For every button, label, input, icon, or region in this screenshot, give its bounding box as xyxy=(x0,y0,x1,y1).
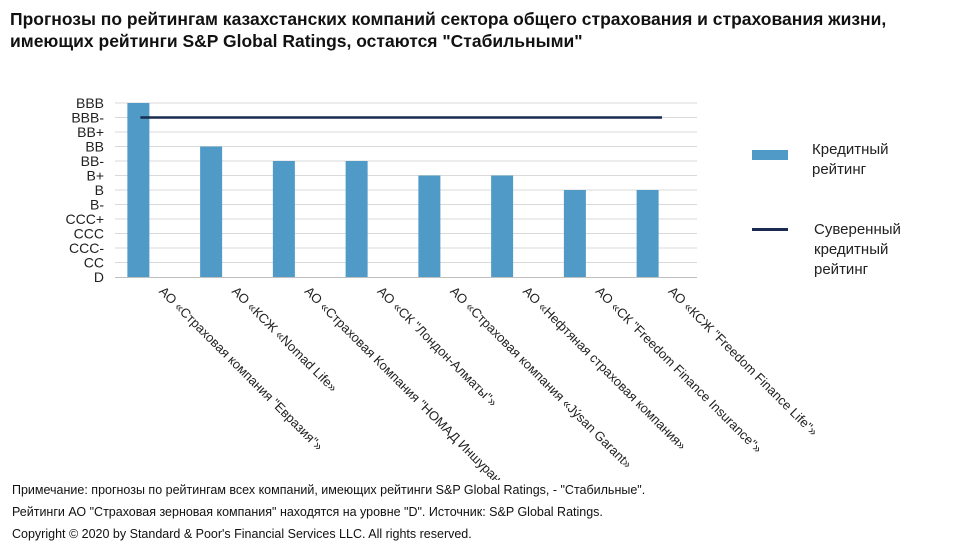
y-tick-label: BB xyxy=(85,139,104,155)
footnote-line-2: Рейтинги АО "Страховая зерновая компания… xyxy=(12,505,603,519)
footnote-line-1: Примечание: прогнозы по рейтингам всех к… xyxy=(12,483,646,497)
x-tick-label: АО «КСЖ "Freedom Finance Life"» xyxy=(666,284,821,439)
y-tick-label: BB- xyxy=(81,153,105,169)
chart-title-line-2: имеющих рейтинги S&P Global Ratings, ост… xyxy=(10,31,583,51)
bar xyxy=(491,175,514,277)
y-tick-label: BBB xyxy=(76,95,104,111)
legend-line-swatch xyxy=(752,228,788,231)
chart-title-line-1: Прогнозы по рейтингам казахстанских комп… xyxy=(10,9,887,29)
y-tick-label: B xyxy=(95,182,104,198)
y-tick-label: CCC+ xyxy=(65,211,104,227)
bar xyxy=(563,190,586,277)
y-tick-label: CCC- xyxy=(69,240,104,256)
y-tick-label: CCC xyxy=(74,226,104,242)
y-tick-label: B- xyxy=(90,197,104,213)
x-tick-label: АО «СК "Freedom Finance Insurance"» xyxy=(593,284,766,457)
y-tick-label: BB+ xyxy=(77,124,104,140)
y-tick-label: BBB- xyxy=(71,110,104,126)
bar xyxy=(127,103,150,277)
y-tick-label: CC xyxy=(84,255,104,271)
legend-bar-swatch xyxy=(752,150,788,160)
legend-item-credit-rating: Кредитный рейтинг xyxy=(752,140,932,182)
y-tick-label: B+ xyxy=(86,168,104,184)
x-tick-label: АО «Страховая компания "Евразия"» xyxy=(156,284,326,454)
y-tick-label: D xyxy=(94,269,104,285)
x-tick-label: АО «Нефтяная страховая компания» xyxy=(520,284,689,453)
x-tick-label: АО «СК "Лондон-Алматы"» xyxy=(375,284,501,410)
x-axis-tick-labels: АО «Страховая компания "Евразия"» АО «КСЖ… xyxy=(156,284,821,480)
bar xyxy=(636,190,659,277)
footnote-line-3: Copyright © 2020 by Standard & Poor's Fi… xyxy=(12,527,472,541)
bar xyxy=(200,146,223,277)
footnotes: Примечание: прогнозы по рейтингам всех к… xyxy=(12,479,645,545)
bar xyxy=(345,161,368,277)
legend-item-sovereign-rating: Суверенный кредитный рейтинг xyxy=(752,220,932,282)
legend-label-credit-rating: Кредитный рейтинг xyxy=(812,141,889,178)
bar xyxy=(418,175,441,277)
legend-label-sovereign-rating: Суверенный кредитный рейтинг xyxy=(814,221,901,278)
bars xyxy=(127,103,659,277)
bar xyxy=(272,161,295,277)
chart-title: Прогнозы по рейтингам казахстанских комп… xyxy=(10,8,950,52)
